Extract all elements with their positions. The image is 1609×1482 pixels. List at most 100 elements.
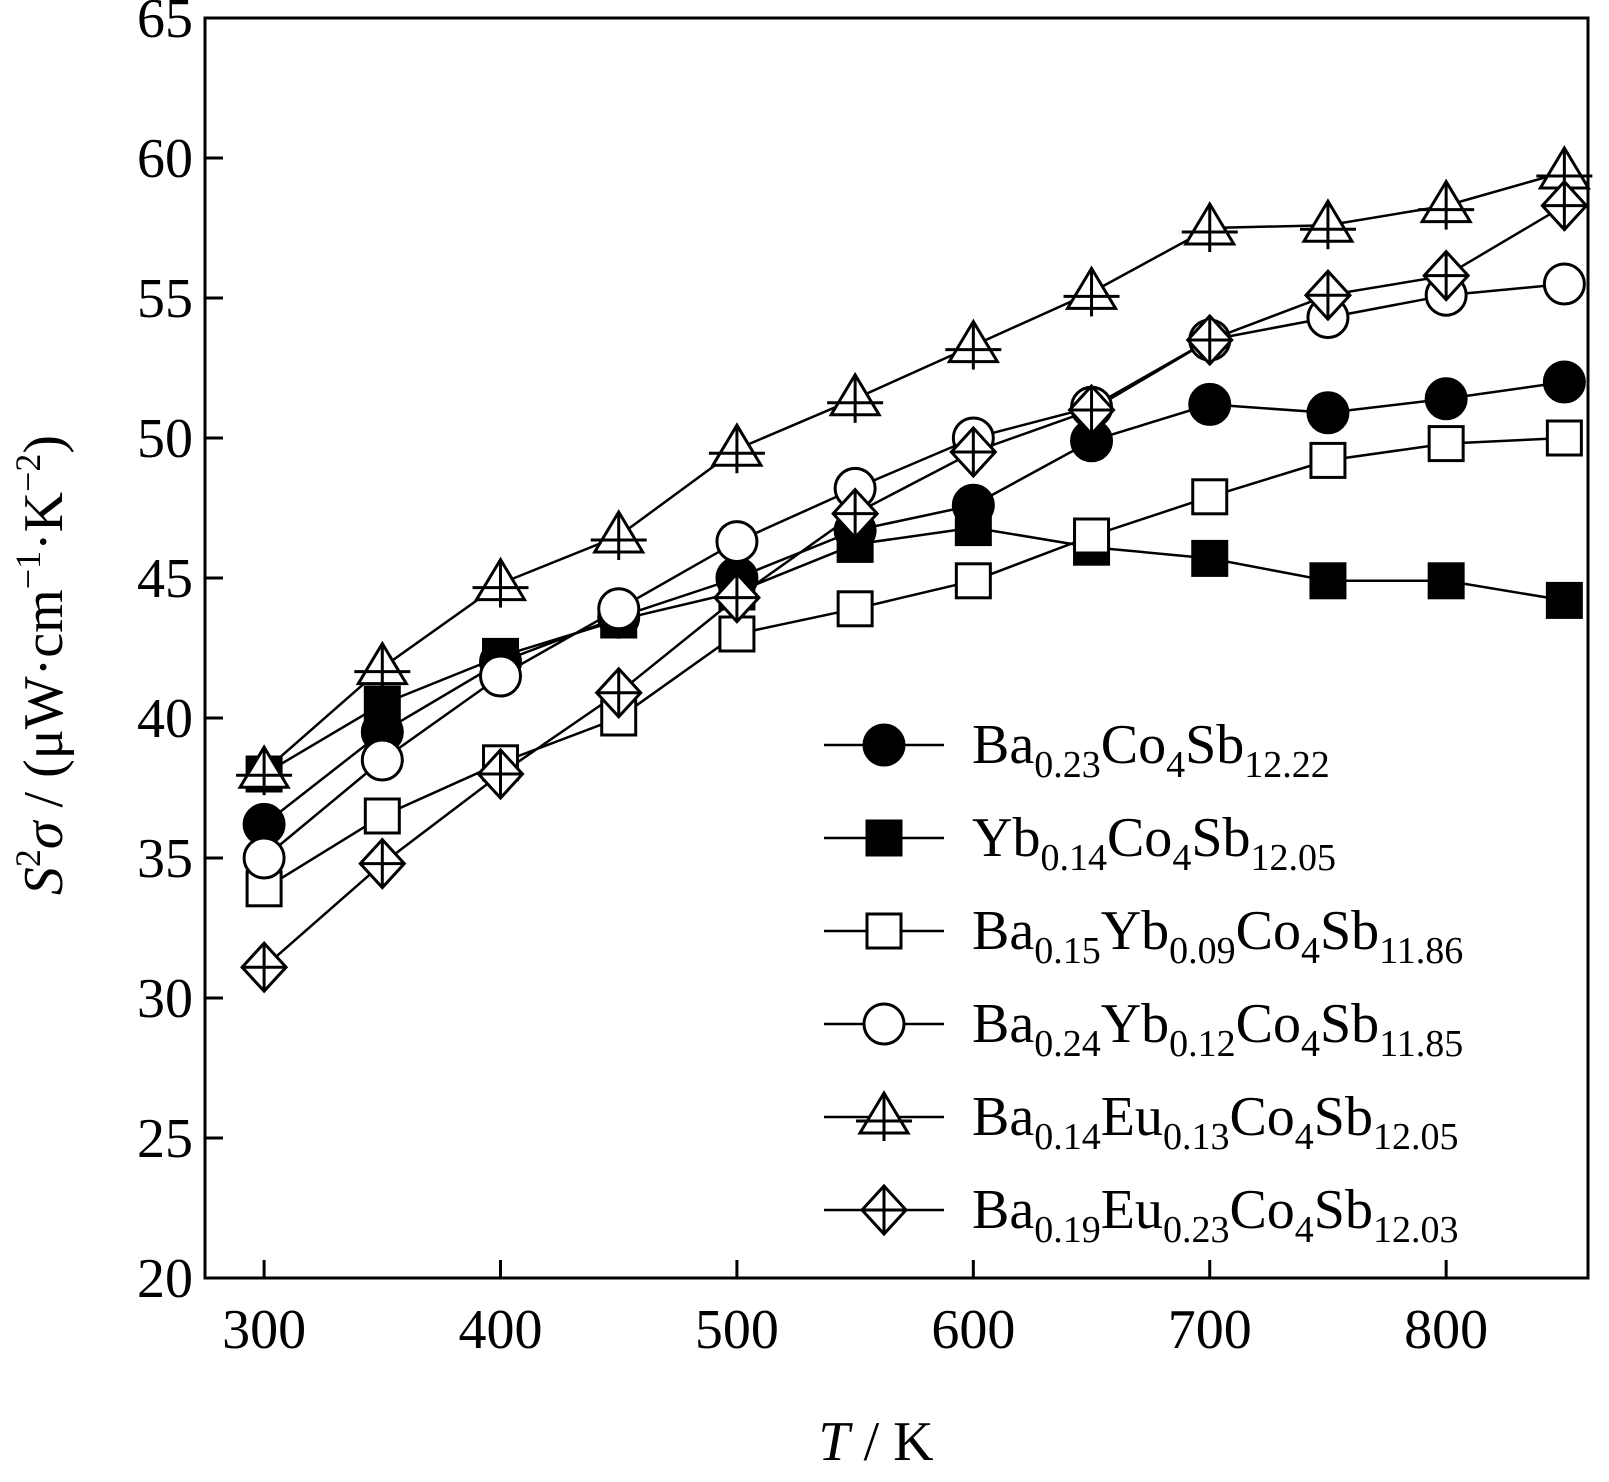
legend-label-part: Ba bbox=[972, 900, 1034, 962]
legend-label-sub: 4 bbox=[1295, 1116, 1314, 1158]
data-point bbox=[1306, 391, 1350, 435]
marker-shape bbox=[360, 738, 404, 782]
legend-marker bbox=[865, 819, 903, 857]
x-axis-unit: K bbox=[893, 1411, 933, 1473]
plot-frame bbox=[203, 16, 1590, 1280]
legend-label-part: Co bbox=[1236, 900, 1301, 962]
y-axis-unit-sup1: −1 bbox=[8, 551, 48, 589]
legend-label: Yb0.14Co4Sb12.05 bbox=[972, 807, 1336, 879]
x-axis-symbol: T bbox=[818, 1411, 853, 1473]
legend-label-part: Sb bbox=[1191, 807, 1250, 869]
marker-shape bbox=[862, 1002, 906, 1046]
legend-label-part: Ba bbox=[972, 1086, 1034, 1148]
series-line-5 bbox=[263, 204, 1566, 969]
legend-label: Ba0.15Yb0.09Co4Sb11.86 bbox=[972, 900, 1463, 972]
series-line-1 bbox=[263, 526, 1565, 776]
y-tick-label: 35 bbox=[137, 828, 193, 890]
marker-shape bbox=[1309, 562, 1347, 600]
data-point bbox=[1188, 382, 1232, 426]
legend-label-sub: 0.12 bbox=[1169, 1023, 1236, 1065]
legend-label-sub: 11.86 bbox=[1379, 930, 1463, 972]
marker-shape bbox=[1545, 419, 1583, 457]
legend-label-part: Co bbox=[1107, 807, 1172, 869]
y-axis-symbol-sup: 2 bbox=[8, 849, 48, 867]
legend-label-sub: 12.05 bbox=[1373, 1116, 1459, 1158]
x-tick-label: 700 bbox=[1168, 1299, 1252, 1361]
x-axis-title: T / K bbox=[818, 1411, 933, 1473]
marker-shape bbox=[1424, 377, 1468, 421]
data-point bbox=[363, 685, 401, 723]
legend-label-part: Yb bbox=[1101, 900, 1169, 962]
marker-shape bbox=[1309, 441, 1347, 479]
legend-label-part: Yb bbox=[972, 807, 1040, 869]
data-point bbox=[1303, 268, 1352, 322]
legend-label-part: Yb bbox=[1101, 993, 1169, 1055]
data-point bbox=[831, 487, 880, 540]
data-point bbox=[954, 509, 992, 547]
legend-label-sub: 0.09 bbox=[1169, 930, 1236, 972]
data-point bbox=[1185, 313, 1234, 367]
series-lines bbox=[263, 170, 1566, 969]
marker-shape bbox=[1188, 382, 1232, 426]
legend-marker bbox=[862, 1002, 906, 1046]
data-point bbox=[360, 738, 404, 782]
legend-label-part: Sb bbox=[1185, 714, 1244, 776]
x-tick-label: 400 bbox=[459, 1299, 543, 1361]
y-axis-ticks: 20 25 30 35 40 45 50 55 60 65 bbox=[137, 0, 223, 1310]
y-tick-label: 45 bbox=[137, 548, 193, 610]
data-point bbox=[1299, 198, 1356, 250]
data-point bbox=[1181, 201, 1238, 252]
y-tick-label: 40 bbox=[137, 688, 193, 750]
series-line-4 bbox=[263, 170, 1565, 773]
series-line-3 bbox=[263, 282, 1565, 859]
marker-shape bbox=[363, 685, 401, 723]
legend-label-part: Eu bbox=[1101, 1179, 1163, 1241]
legend-label-sub: 0.14 bbox=[1040, 837, 1107, 879]
legend-item: Ba0.15Yb0.09Co4Sb11.86 bbox=[824, 900, 1463, 972]
legend-label-part: Co bbox=[1236, 993, 1301, 1055]
legend: Ba0.23Co4Sb12.22Yb0.14Co4Sb12.05Ba0.15Yb… bbox=[824, 714, 1463, 1251]
data-point bbox=[954, 562, 992, 600]
data-point bbox=[1542, 360, 1586, 404]
legend-label-part: Co bbox=[1101, 714, 1166, 776]
legend-label-sub: 4 bbox=[1301, 1023, 1320, 1065]
series-points-1 bbox=[245, 509, 1583, 793]
marker-shape bbox=[1427, 425, 1465, 463]
data-point bbox=[472, 556, 529, 608]
data-point bbox=[1424, 377, 1468, 421]
legend-label-sub: 0.24 bbox=[1034, 1023, 1101, 1065]
series-points-4 bbox=[236, 145, 1593, 796]
legend-label-part: Ba bbox=[972, 714, 1034, 776]
y-axis-unit-prefix: (μW·cm bbox=[13, 589, 75, 778]
marker-shape bbox=[865, 912, 903, 950]
series-points-0 bbox=[242, 360, 1586, 846]
data-point bbox=[1422, 249, 1471, 302]
data-point bbox=[1063, 265, 1120, 317]
legend-marker bbox=[856, 1090, 912, 1141]
data-point bbox=[949, 425, 998, 479]
legend-label-sub: 0.14 bbox=[1034, 1116, 1101, 1158]
legend-label: Ba0.14Eu0.13Co4Sb12.05 bbox=[972, 1086, 1458, 1158]
series-markers bbox=[236, 145, 1593, 994]
legend-label-sub: 12.05 bbox=[1250, 837, 1336, 879]
legend-marker bbox=[865, 912, 903, 950]
marker-shape bbox=[1306, 391, 1350, 435]
data-point bbox=[1542, 262, 1586, 306]
y-axis-title: S2σ / (μW·cm−1·K−2) bbox=[8, 435, 75, 895]
y-axis-sep: / bbox=[13, 778, 75, 822]
data-point bbox=[712, 571, 761, 624]
data-point bbox=[590, 509, 647, 560]
marker-shape bbox=[363, 797, 401, 835]
data-point bbox=[240, 940, 289, 994]
legend-label-sub: 0.13 bbox=[1163, 1116, 1230, 1158]
legend-item: Ba0.23Co4Sb12.22 bbox=[824, 714, 1330, 786]
legend-label: Ba0.24Yb0.12Co4Sb11.85 bbox=[972, 993, 1463, 1065]
marker-shape bbox=[836, 590, 874, 628]
marker-shape bbox=[1542, 262, 1586, 306]
series-line-2 bbox=[263, 436, 1565, 890]
x-tick-label: 600 bbox=[931, 1299, 1015, 1361]
data-point bbox=[836, 590, 874, 628]
y-axis-symbol: S bbox=[13, 867, 75, 895]
data-point bbox=[1067, 383, 1116, 437]
marker-shape bbox=[479, 654, 523, 698]
